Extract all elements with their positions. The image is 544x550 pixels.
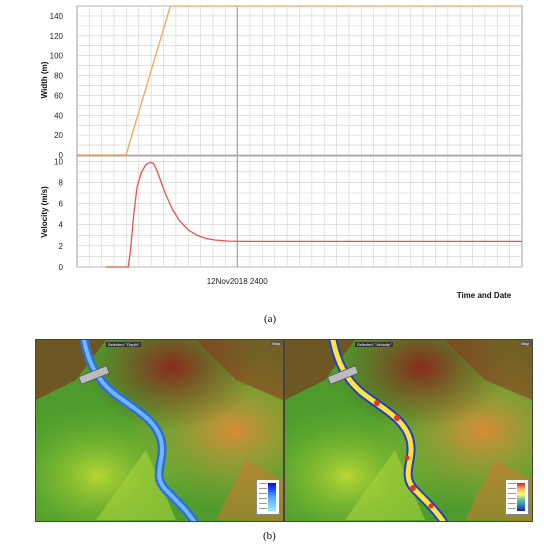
velocity-ytick-label: 8 — [59, 178, 64, 187]
velocity-series-line — [105, 161, 522, 268]
width-ytick-label: 80 — [54, 72, 63, 81]
width-ytick-label: 120 — [50, 32, 64, 41]
velocity-legend-ticks — [508, 483, 516, 511]
width-grid — [77, 5, 522, 156]
velocity-xtick-label: 12Nov2018 2400 — [207, 277, 268, 286]
depth-map-image — [36, 340, 283, 521]
width-series-line — [77, 5, 522, 156]
depth-legend — [256, 479, 280, 515]
depth-map-panel: Selected: "Depth" Map — [35, 339, 284, 522]
depth-legend-ticks — [259, 483, 267, 511]
caption-a: (a) — [264, 313, 277, 325]
velocity-ytick-label: 4 — [59, 221, 64, 230]
map-corner-button[interactable]: Map — [270, 341, 282, 346]
velocity-x-ticks: 12Nov2018 2400 — [207, 277, 268, 286]
velocity-chart-panel: 0 2 4 6 8 10 Velocity (m/s) 12Nov2018 2400 Ti… — [40, 155, 523, 300]
velocity-ytick-label: 2 — [59, 242, 64, 251]
width-y-ticks: 0 20 40 60 80 100 120 140 — [50, 12, 64, 160]
width-chart-panel: 0 20 40 60 80 100 120 140 Width (m) — [40, 5, 523, 160]
velocity-ytick-label: 6 — [59, 200, 64, 209]
velocity-y-ticks: 0 2 4 6 8 10 — [54, 157, 63, 272]
velocity-legend — [505, 479, 529, 515]
width-ytick-label: 140 — [50, 12, 64, 21]
velocity-map-panel: Selected: "Velocity" Map — [284, 339, 533, 522]
x-axis-title: Time and Date — [457, 291, 512, 300]
width-ytick-label: 20 — [54, 131, 63, 140]
velocity-map-image — [285, 340, 532, 521]
width-axis-title: Width (m) — [40, 61, 49, 98]
velocity-ytick-label: 10 — [54, 157, 63, 166]
width-ytick-label: 100 — [50, 52, 64, 61]
width-ytick-label: 60 — [54, 91, 63, 100]
map-corner-button-right[interactable]: Map — [519, 341, 531, 346]
caption-b: (b) — [263, 530, 276, 542]
width-ytick-label: 0 — [59, 151, 64, 160]
velocity-grid — [77, 156, 522, 268]
depth-legend-colorbar — [268, 483, 276, 511]
velocity-axis-title: Velocity (m/s) — [40, 186, 49, 238]
velocity-legend-colorbar — [517, 483, 525, 511]
width-ytick-label: 40 — [54, 111, 63, 120]
velocity-ytick-label: 0 — [59, 263, 64, 272]
velocity-map-label: Selected: "Velocity" — [355, 342, 394, 347]
charts-svg: 0 20 40 60 80 100 120 140 Width (m) 0 2 4 6 8 10 Vel… — [40, 5, 523, 300]
depth-map-label: Selected: "Depth" — [106, 342, 142, 347]
